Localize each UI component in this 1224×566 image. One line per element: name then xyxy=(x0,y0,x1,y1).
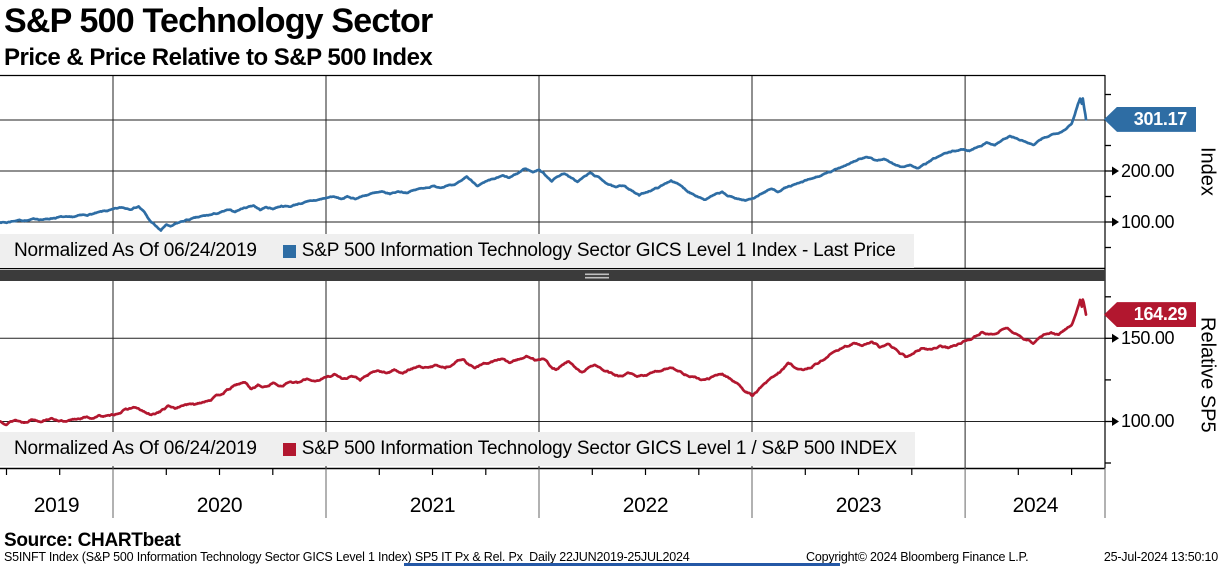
x-year-label: 2021 xyxy=(409,494,456,517)
footnote-datetime: 25-Jul-2024 13:50:10 xyxy=(1103,550,1218,564)
index-panel-legend: Normalized As Of 06/24/2019 S&P 500 Info… xyxy=(0,234,914,268)
x-year-label: 2022 xyxy=(622,494,669,517)
y-tick-label: 200.00 xyxy=(1121,160,1175,181)
bottom-blue-bar xyxy=(404,563,840,566)
y-tick-label: 100.00 xyxy=(1121,411,1175,432)
index-last-price-flag: 301.17 xyxy=(1104,106,1196,132)
relative-series-swatch-icon xyxy=(282,442,296,456)
index-series-swatch-icon xyxy=(282,244,296,258)
relative-panel-series-line xyxy=(0,298,1088,427)
footnote-security-description: S5INFT Index (S&P 500 Information Techno… xyxy=(4,550,690,564)
footnote-copyright: Copyright© 2024 Bloomberg Finance L.P. xyxy=(806,550,1029,564)
page-title: S&P 500 Technology Sector xyxy=(4,2,433,40)
y-tick-label: 150.00 xyxy=(1121,328,1175,349)
page-subtitle: Price & Price Relative to S&P 500 Index xyxy=(4,44,433,71)
y-tick-label: 100.00 xyxy=(1121,211,1175,232)
index-panel-series-line xyxy=(0,97,1088,232)
source-label: Source: CHARTbeat xyxy=(4,530,181,551)
normalized-as-of-label: Normalized As Of 06/24/2019 xyxy=(14,240,257,261)
x-year-label: 2024 xyxy=(1012,494,1059,517)
normalized-as-of-label: Normalized As Of 06/24/2019 xyxy=(14,438,257,459)
index-axis-title: Index xyxy=(1196,147,1219,196)
x-year-label: 2020 xyxy=(196,494,243,517)
index-series-label: S&P 500 Information Technology Sector GI… xyxy=(301,240,896,261)
x-year-label: 2023 xyxy=(835,494,882,517)
relative-series-label: S&P 500 Information Technology Sector GI… xyxy=(301,438,897,459)
x-year-label: 2019 xyxy=(33,494,80,517)
relative-panel-legend: Normalized As Of 06/24/2019 S&P 500 Info… xyxy=(0,432,915,466)
relative-axis-title: Relative SP5 xyxy=(1196,316,1219,433)
relative-last-price-flag: 164.29 xyxy=(1104,302,1196,328)
